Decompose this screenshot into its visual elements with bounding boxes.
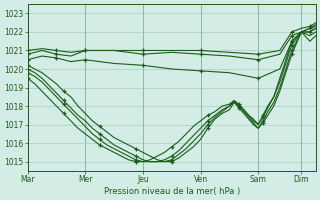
X-axis label: Pression niveau de la mer( hPa ): Pression niveau de la mer( hPa ) [104,187,240,196]
